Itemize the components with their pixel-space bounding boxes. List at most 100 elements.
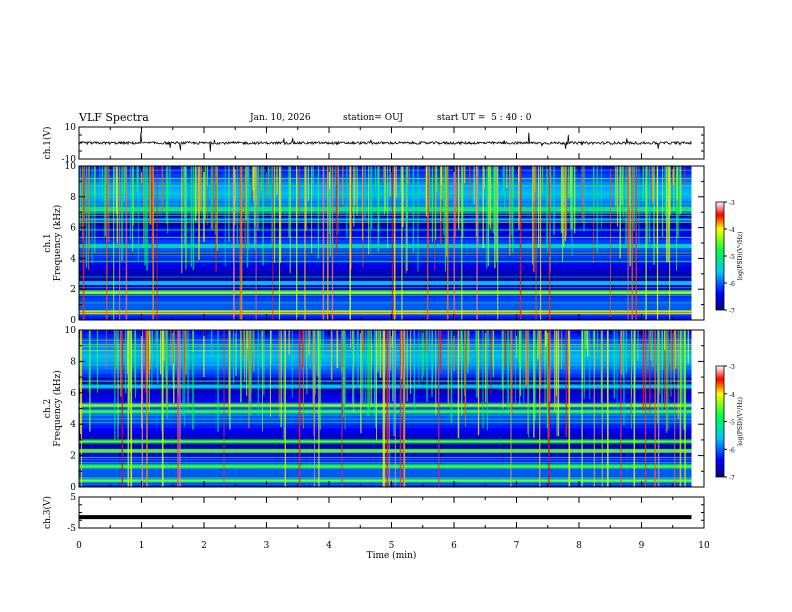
spectro-row: [79, 451, 692, 457]
spectro-row: [79, 349, 692, 355]
x-tick-label: 2: [201, 541, 207, 551]
y-tick-label: 10: [65, 326, 77, 336]
x-tick-label: 8: [576, 541, 582, 551]
spectro-row: [79, 266, 692, 271]
spectro-row: [79, 361, 692, 366]
x-tick-label: 4: [326, 541, 332, 551]
x-tick-label: 5: [389, 541, 395, 551]
spectro-row: [79, 467, 692, 472]
y-tick-label: 10: [65, 162, 77, 172]
start-time-label: start UT = 5 : 40 : 0: [437, 113, 532, 123]
colorbar-tick-label: -6: [729, 281, 735, 288]
colorbar-label: log(PSD)(V²/Hz): [737, 397, 744, 446]
spectro-row: [79, 345, 692, 351]
x-tick-label: 9: [639, 541, 645, 551]
ch1-spectrogram: [79, 166, 692, 321]
y-axis-label: Frequency (kHz): [52, 370, 63, 447]
colorbar-tick-label: -5: [729, 254, 735, 261]
y-tick-label: 0: [70, 483, 76, 493]
colorbar-tick-label: -7: [729, 475, 735, 482]
colorbar: [715, 201, 725, 311]
colorbar-tick-label: -3: [729, 364, 735, 371]
colorbar-tick-label: -3: [729, 200, 735, 207]
spectro-row: [79, 277, 692, 282]
y-axis-label: ch.3(V): [42, 496, 53, 529]
spectro-row: [79, 381, 692, 386]
ch1-waveform-trace: [78, 132, 692, 152]
y-tick-label: 2: [70, 452, 76, 462]
spectro-row: [79, 428, 692, 433]
y-tick-label: 4: [70, 254, 76, 264]
spectro-row: [79, 483, 692, 488]
spectro-row: [79, 396, 692, 402]
spectro-row: [79, 443, 692, 449]
colorbar: [715, 365, 725, 478]
spectro-row: [79, 432, 692, 437]
y-tick-label: 2: [70, 285, 76, 295]
y-axis-label-channel: ch.2: [43, 399, 53, 418]
spectro-row: [79, 341, 692, 347]
y-tick-label: -10: [62, 155, 77, 165]
colorbar-label: log(PSD)(V²/Hz): [737, 232, 744, 281]
spectro-row: [79, 424, 692, 429]
spectro-row: [79, 212, 692, 217]
spectro-row: [79, 388, 692, 394]
y-tick-label: 8: [70, 193, 76, 203]
spectro-row: [79, 219, 692, 225]
spectro-row: [79, 254, 692, 259]
spectro-row: [79, 312, 692, 317]
spectro-row: [79, 357, 692, 362]
spectro-row: [79, 412, 692, 417]
colorbar-tick-label: -4: [729, 227, 735, 234]
x-tick-label: 1: [139, 541, 145, 551]
y-axis-label: Frequency (kHz): [52, 205, 63, 282]
spectro-row: [79, 377, 692, 382]
x-tick-label: 6: [451, 541, 457, 551]
spectro-row: [79, 223, 692, 229]
spectro-row: [79, 392, 692, 398]
y-tick-label: 0: [70, 316, 76, 326]
ch2-spectrogram: [79, 330, 692, 488]
x-tick-label: 3: [264, 541, 270, 551]
spectro-row: [79, 269, 692, 275]
spectro-row: [79, 373, 692, 378]
x-axis-label: Time (min): [367, 550, 417, 561]
y-tick-label: 10: [65, 123, 77, 133]
x-tick-label: 7: [514, 541, 520, 551]
y-tick-label: 4: [70, 420, 76, 430]
spectro-row: [79, 246, 692, 252]
y-axis-label-channel: ch.1: [43, 233, 53, 252]
spectro-row: [79, 400, 692, 406]
x-tick-label: 0: [76, 541, 82, 551]
spectro-row: [79, 435, 692, 441]
y-tick-label: 5: [70, 493, 76, 503]
y-tick-label: 6: [70, 389, 76, 399]
spectro-row: [79, 316, 692, 321]
spectro-row: [79, 330, 692, 335]
spectro-row: [79, 304, 692, 309]
spectro-row: [79, 353, 692, 358]
date-label: Jan. 10, 2026: [250, 113, 311, 123]
y-axis-label: ch.1(V): [42, 127, 53, 160]
spectro-row: [79, 365, 692, 370]
spectro-row: [79, 416, 692, 421]
spectro-row: [79, 369, 692, 374]
spectro-row: [79, 239, 692, 244]
figure-title: VLF Spectra: [79, 111, 149, 124]
spectro-row: [79, 471, 692, 476]
colorbar-tick-label: -4: [729, 392, 735, 399]
spectro-row: [79, 262, 692, 267]
spectro-row: [79, 258, 692, 263]
y-tick-label: -5: [67, 524, 76, 534]
spectro-row: [79, 475, 692, 480]
spectro-row: [79, 333, 692, 339]
colorbar-tick-label: -6: [729, 447, 735, 454]
y-tick-label: 8: [70, 357, 76, 367]
spectro-row: [79, 227, 692, 232]
station-label: station= OUJ: [343, 113, 404, 123]
x-tick-label: 10: [698, 541, 710, 551]
colorbar-tick-label: -7: [729, 308, 735, 315]
y-tick-label: 6: [70, 224, 76, 234]
